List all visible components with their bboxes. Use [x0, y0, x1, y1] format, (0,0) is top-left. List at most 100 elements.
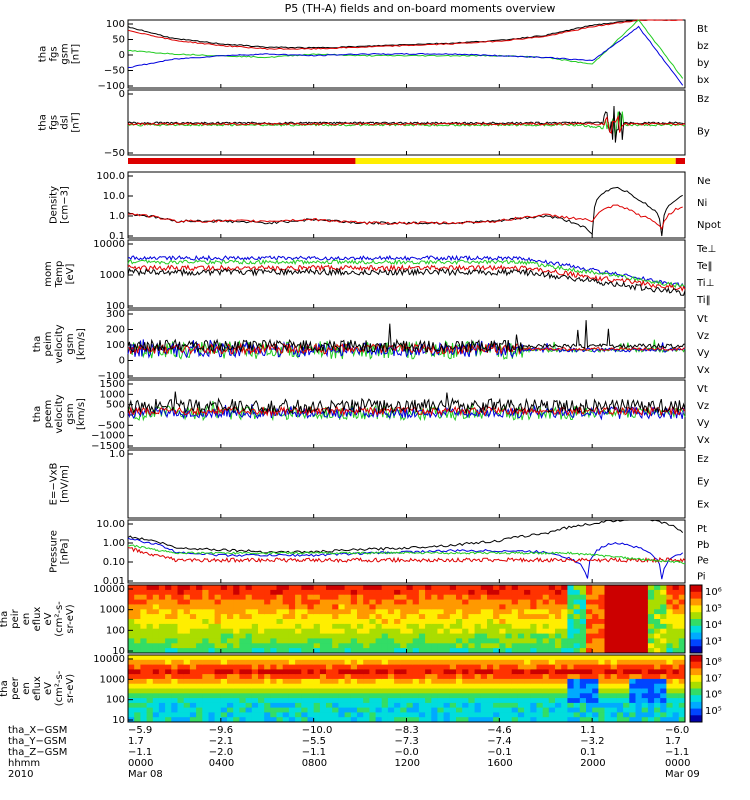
colorbar-cell	[690, 695, 702, 703]
spectrogram-cell	[258, 702, 265, 709]
spectrogram-cell	[387, 585, 395, 591]
spectrogram-cell	[183, 717, 191, 722]
spectrogram-cell	[505, 614, 513, 620]
legend-entry: Pe	[697, 556, 709, 567]
spectrogram-cell	[623, 585, 630, 591]
spectrogram-cell	[295, 638, 302, 644]
spectrogram-cell	[425, 664, 432, 670]
spectrogram-cell	[202, 712, 210, 718]
spectrogram-cell	[363, 623, 370, 630]
spectrogram-cell	[326, 648, 333, 653]
spectrogram-cell	[555, 669, 562, 675]
spectrogram-cell	[647, 594, 655, 601]
spectrogram-cell	[202, 693, 210, 699]
spectrogram-cell	[542, 688, 550, 694]
spectrogram-cell	[542, 664, 550, 670]
spectrogram-cell	[400, 638, 408, 644]
spectrogram-cell	[128, 698, 135, 704]
spectrogram-cell	[288, 707, 296, 713]
spectrogram-cell	[647, 678, 655, 685]
spectrogram-cell	[208, 707, 216, 713]
legend-entry: Vx	[697, 435, 710, 446]
spectrogram-cell	[214, 599, 222, 606]
spectrogram-cell	[319, 628, 327, 635]
spectrogram-cell	[332, 669, 339, 675]
spectrogram-cell	[536, 707, 544, 713]
spectrogram-cell	[276, 669, 284, 675]
spectrogram-cell	[245, 712, 253, 718]
spectrogram-cell	[468, 594, 476, 601]
spectrogram-cell	[400, 683, 408, 690]
spectrogram-cell	[548, 688, 556, 694]
spectrogram-cell	[449, 707, 457, 713]
spectrogram-cell	[326, 589, 333, 596]
spectrogram-cell	[579, 628, 587, 635]
spectrogram-cell	[387, 678, 395, 685]
spectrogram-cell	[443, 717, 451, 722]
spectrogram-cell	[307, 638, 315, 644]
spectrogram-cell	[641, 604, 649, 610]
spectrogram-cell	[406, 712, 414, 718]
spectrogram-cell	[177, 638, 185, 644]
spectrogram-cell	[474, 655, 482, 661]
spectrogram-cell	[592, 604, 599, 610]
spectrogram-cell	[555, 659, 562, 666]
spectrogram-cell	[171, 717, 179, 722]
spectrogram-cell	[301, 707, 309, 713]
spectrogram-cell	[214, 655, 222, 661]
spectrogram-cell	[610, 664, 618, 670]
spectrogram-cell	[511, 604, 519, 610]
spectrogram-cell	[276, 717, 284, 722]
spectrogram-cell	[462, 609, 469, 615]
spectrogram-cell	[660, 688, 667, 694]
spectrogram-cell	[189, 623, 197, 630]
spectrogram-cell	[350, 702, 358, 709]
spectrogram-cell	[468, 638, 476, 644]
footer-value: 0.1	[580, 747, 596, 758]
spectrogram-cell	[418, 585, 426, 591]
spectrogram-cell	[196, 688, 203, 694]
spectrogram-cell	[165, 594, 172, 601]
spectrogram-cell	[412, 609, 420, 615]
spectrogram-cell	[369, 669, 377, 675]
spectrogram-cell	[344, 609, 352, 615]
spectrogram-cell	[202, 604, 210, 610]
spectrogram-cell	[394, 678, 401, 685]
spectrogram-cell	[616, 688, 624, 694]
spectrogram-cell	[400, 678, 408, 685]
spectrogram-cell	[654, 628, 661, 635]
spectrogram-cell	[183, 674, 191, 680]
spectrogram-cell	[437, 702, 445, 709]
y-tick-label: −1000	[91, 431, 125, 442]
spectrogram-cell	[561, 638, 568, 644]
spectrogram-cell	[474, 604, 482, 610]
spectrogram-cell	[511, 717, 519, 722]
spectrogram-cell	[227, 614, 234, 620]
legend-entry: Bt	[697, 24, 708, 35]
spectrogram-cell	[598, 678, 606, 685]
spectrogram-cell	[586, 589, 593, 596]
spectrogram-cell	[208, 688, 216, 694]
spectrogram-cell	[319, 614, 327, 620]
spectrogram-cell	[369, 609, 377, 615]
spectrogram-cell	[245, 678, 253, 685]
spectrogram-cell	[536, 674, 544, 680]
spectrogram-cell	[357, 589, 364, 596]
spectrogram-cell	[517, 717, 525, 722]
spectrogram-cell	[443, 585, 451, 591]
spectrogram-cell	[443, 678, 451, 685]
spectrogram-cell	[251, 674, 259, 680]
spectrogram-cell	[555, 678, 562, 685]
spectrogram-cell	[239, 609, 247, 615]
spectrogram-cell	[189, 599, 197, 606]
footer-value: −4.6	[487, 725, 511, 736]
spectrogram-cell	[666, 683, 674, 690]
spectrogram-cell	[561, 623, 568, 630]
spectrogram-cell	[579, 619, 587, 625]
spectrogram-cell	[598, 688, 606, 694]
spectrogram-cell	[487, 683, 494, 690]
spectrogram-cell	[493, 688, 500, 694]
spectrogram-cell	[536, 614, 544, 620]
spectrogram-cell	[264, 638, 271, 644]
colorbar-cell	[690, 701, 702, 710]
